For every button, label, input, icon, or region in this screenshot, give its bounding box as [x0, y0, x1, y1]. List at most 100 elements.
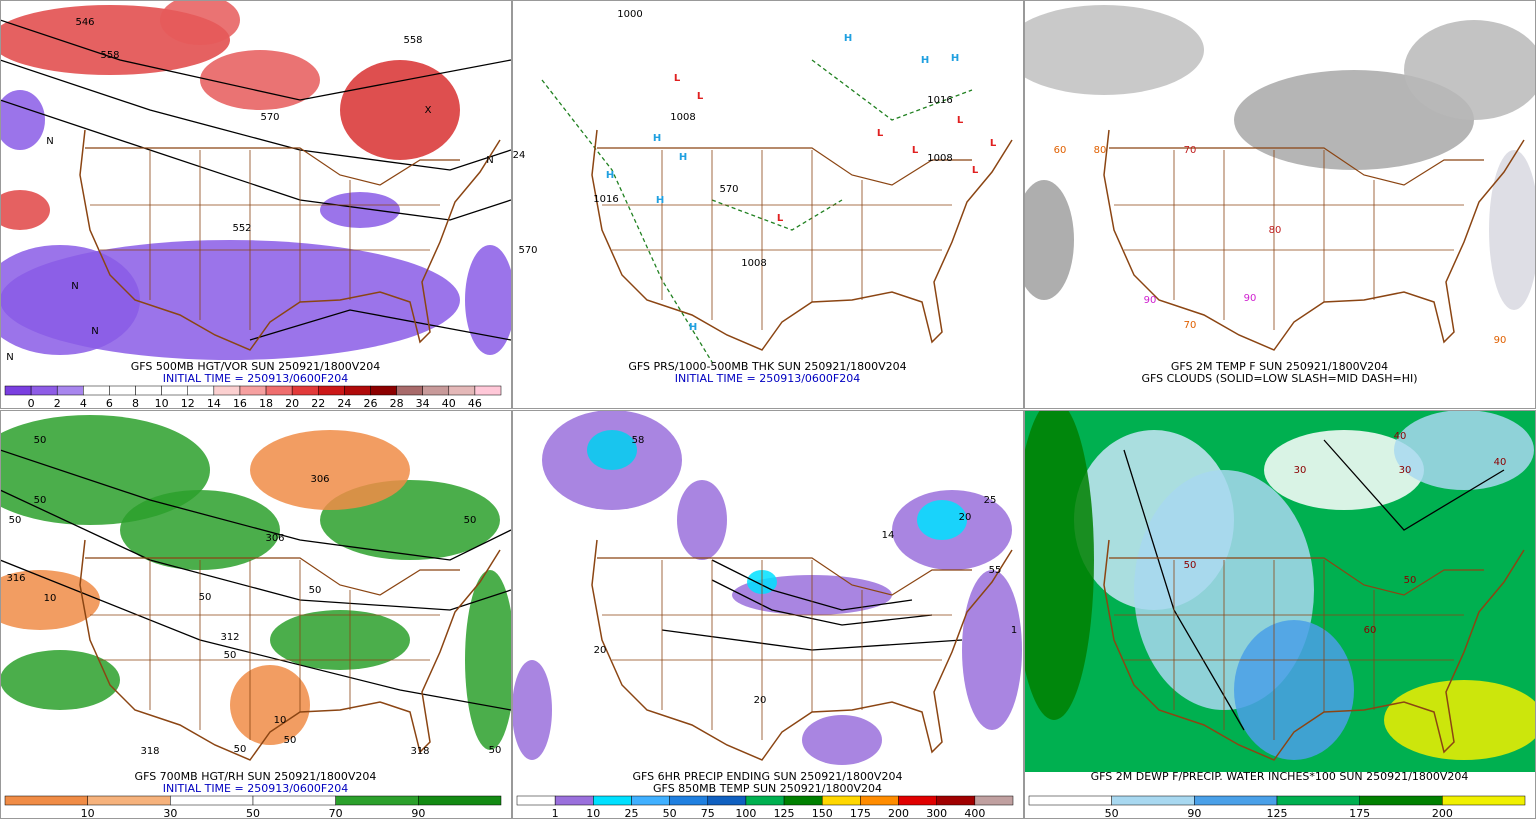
- map-label: H: [844, 33, 852, 44]
- colorbar-swatch: [669, 795, 709, 806]
- map-label: 60: [1054, 145, 1067, 156]
- colorbar-swatch: [396, 385, 423, 396]
- map-label: L: [877, 128, 884, 139]
- colorbar-swatch: [187, 385, 215, 396]
- field-area: [0, 245, 140, 355]
- map-label: 1016: [593, 194, 618, 205]
- caption: GFS 2M TEMP F SUN 250921/1800V204: [1171, 360, 1388, 373]
- map: L L L L L L L L H H H H H H H H 1008 1016 1008 1008 1016 1000…: [512, 0, 1023, 362]
- field-area: [802, 715, 882, 765]
- colorbar-swatch: [161, 385, 188, 396]
- map-label: 70: [1184, 320, 1197, 331]
- colorbar-label: 10: [81, 807, 95, 819]
- colorbar-label: 125: [1267, 807, 1288, 819]
- colorbar-label: 6: [106, 397, 113, 410]
- panel-frame: [512, 0, 1024, 409]
- field-area: [1264, 430, 1424, 510]
- field-area: [1234, 620, 1354, 760]
- map-label: 50: [224, 650, 237, 661]
- map-label: 80: [1269, 225, 1282, 236]
- field-area: [320, 192, 400, 228]
- colorbar-swatch: [593, 795, 632, 806]
- map-label: 50: [1184, 560, 1197, 571]
- colorbar-swatch: [936, 795, 976, 806]
- field-area: [340, 60, 460, 160]
- field-area: [250, 430, 410, 510]
- map-label: X: [425, 105, 432, 116]
- colorbar-label: 200: [888, 807, 909, 819]
- colorbar-label: 50: [1105, 807, 1119, 819]
- map-label: L: [697, 91, 704, 102]
- map-label: 558: [100, 50, 119, 61]
- caption: GFS 850MB TEMP SUN 250921/1800V204: [653, 782, 882, 795]
- colorbar-swatch: [1359, 795, 1443, 806]
- field-area: [0, 570, 100, 630]
- colorbar-swatch: [418, 795, 502, 806]
- map-label: 90: [1244, 293, 1257, 304]
- map-label: 570: [260, 112, 279, 123]
- map-label: 10: [274, 715, 287, 726]
- map-label: N: [486, 155, 493, 166]
- colorbar-label: 40: [442, 397, 456, 410]
- map-label: 546: [75, 17, 94, 28]
- colorbar-swatch: [344, 385, 371, 396]
- field-area: [0, 650, 120, 710]
- map-label: N: [6, 352, 13, 363]
- colorbar-swatch: [783, 795, 823, 806]
- field-area: [200, 50, 320, 110]
- colorbar-label: 10: [155, 397, 169, 410]
- field-area: [0, 90, 45, 150]
- map-label: 50: [34, 435, 47, 446]
- colorbar-swatch: [1111, 795, 1195, 806]
- colorbar-swatch: [213, 385, 241, 396]
- map-label: 306: [310, 474, 329, 485]
- colorbar-swatch: [1276, 795, 1360, 806]
- colorbar-swatch: [1442, 795, 1526, 806]
- colorbar-label: 16: [233, 397, 247, 410]
- caption: INITIAL TIME = 250913/0600F204: [163, 782, 348, 795]
- panel: L L L L L L L L H H H H H H H H 1008 1016 1008 1008 1016 1000…: [512, 0, 1024, 409]
- map: 40 30 50 50 40 30 60: [1024, 410, 1535, 772]
- colorbar-swatch: [170, 795, 254, 806]
- map-label: L: [990, 138, 997, 149]
- map-label: 312: [220, 632, 239, 643]
- field-area: [1024, 410, 1094, 720]
- map: 546 558 558 570 552 N N N N N X: [0, 0, 511, 363]
- colorbar-label: 14: [207, 397, 221, 410]
- border-line: [85, 557, 460, 596]
- colorbar-swatch: [974, 795, 1014, 806]
- border-line: [1109, 147, 1484, 186]
- map-label: N: [91, 326, 98, 337]
- colorbar-swatch: [318, 385, 345, 396]
- map-label: L: [674, 73, 681, 84]
- colorbar-swatch: [87, 795, 171, 806]
- field-area: [587, 430, 637, 470]
- panel: 58 55 25 14 20 20 20 1 GFS 6HR PRECIP ENDING SUN…: [512, 410, 1024, 819]
- colorbar-label: 175: [850, 807, 871, 819]
- panel: 50 50 50 316 306 306 312 50 50 10 10 50 50 318 318 50 50…: [0, 410, 512, 819]
- field-area: [1024, 180, 1074, 300]
- colorbar-label: 75: [701, 807, 715, 819]
- map-label: L: [777, 213, 784, 224]
- colorbar-swatch: [56, 385, 84, 396]
- panel: 40 30 50 50 40 30 60 GFS 2M DEWP F/PRECIP. WATE…: [1024, 410, 1536, 819]
- colorbar-swatch: [109, 385, 136, 396]
- colorbar-label: 90: [1187, 807, 1201, 819]
- field-area: [270, 610, 410, 670]
- field-area: [1489, 150, 1535, 310]
- colorbar-label: 0: [28, 397, 35, 410]
- colorbar-label: 10: [586, 807, 600, 819]
- colorbar-label: 46: [468, 397, 482, 410]
- field-area: [512, 660, 552, 760]
- colorbar-label: 50: [663, 807, 677, 819]
- colorbar-swatch: [898, 795, 937, 806]
- map-label: 50: [284, 735, 297, 746]
- colorbar-swatch: [1194, 795, 1278, 806]
- map-label: H: [656, 195, 664, 206]
- colorbar-swatch: [631, 795, 670, 806]
- map-label: 318: [140, 746, 159, 757]
- colorbar-swatch: [30, 385, 58, 396]
- map-label: 50: [9, 515, 22, 526]
- map-label: 50: [1404, 575, 1417, 586]
